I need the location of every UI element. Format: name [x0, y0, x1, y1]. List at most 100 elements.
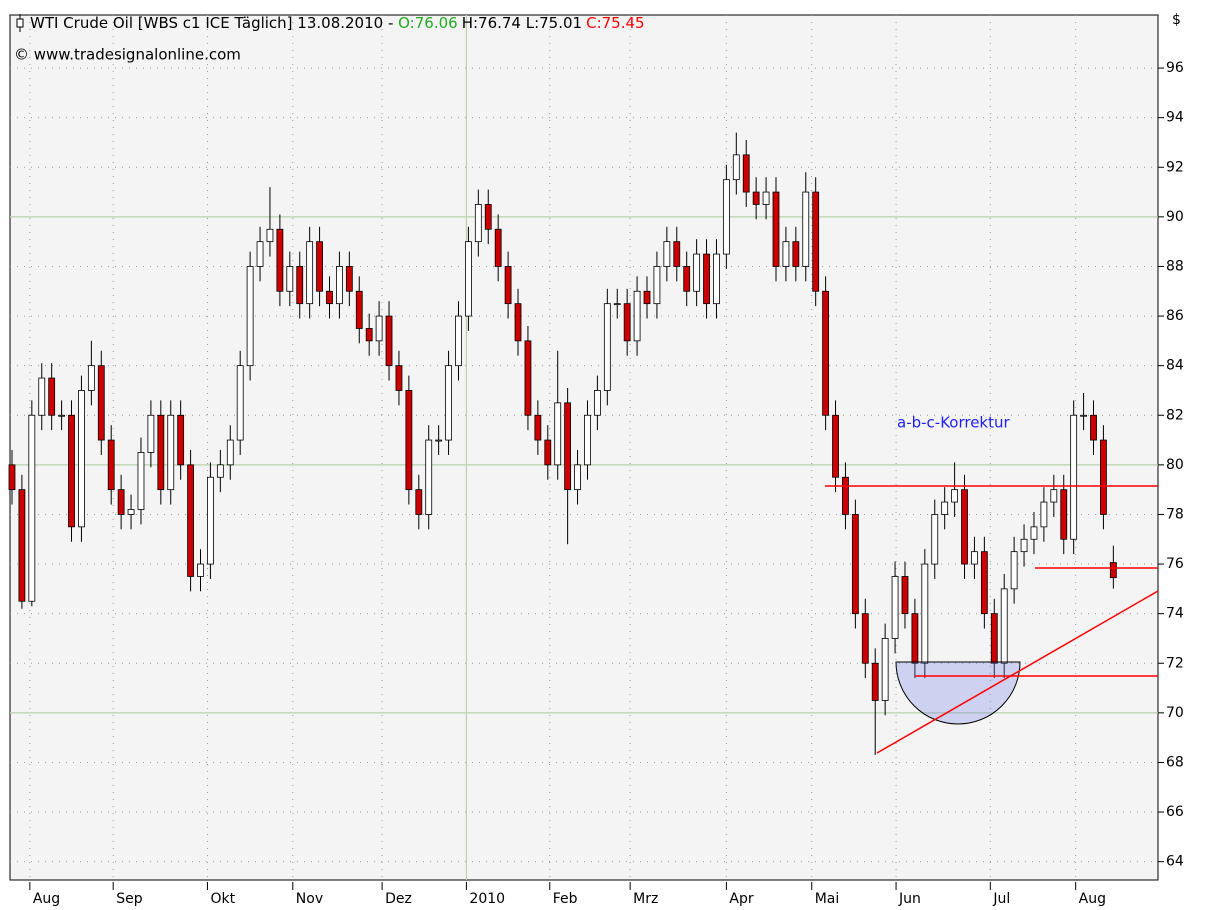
candle-body — [256, 241, 264, 267]
candle-body — [941, 501, 949, 515]
axes: 64 66 68 70 72 74 76 78 80 82 84 86 88 90 92 94 96 Aug Sep… — [29, 60, 1184, 907]
candle-body — [931, 514, 939, 565]
candle-body — [851, 514, 859, 615]
header: WTI Crude Oil [WBS c1 ICE Täglich] 13.08… — [14, 14, 645, 64]
candle-body — [326, 290, 333, 305]
y-tick-label: 88 — [1166, 258, 1184, 274]
candle-body — [722, 179, 730, 255]
candle-body — [951, 489, 958, 503]
title-text: WTI Crude Oil [WBS c1 ICE Täglich] 13.08… — [30, 14, 398, 32]
candle-body — [643, 290, 651, 305]
candle-body — [663, 241, 671, 267]
candle-body — [137, 452, 145, 510]
candle-body — [415, 489, 423, 515]
candle-body — [980, 551, 988, 615]
y-axis-label: $ — [1172, 12, 1181, 28]
candle-body — [127, 509, 135, 515]
candle-body — [306, 241, 314, 305]
y-tick-label: 76 — [1166, 556, 1184, 572]
quote-open: O:76.06 — [398, 14, 458, 32]
candle-body — [355, 290, 363, 329]
y-tick-label: 68 — [1166, 754, 1184, 770]
y-tick-label: 64 — [1166, 854, 1184, 870]
candle-body — [673, 241, 681, 267]
candle-body — [653, 266, 661, 305]
candle-body — [445, 365, 452, 441]
candle-body — [286, 266, 294, 292]
candle-body — [375, 315, 383, 342]
candle-body — [762, 191, 770, 205]
candle-body — [177, 414, 185, 466]
candle-body — [48, 377, 56, 416]
candle-body — [455, 315, 462, 367]
subtitle: © www.tradesignalonline.com — [14, 46, 241, 64]
candle-body — [68, 414, 75, 528]
candle-body — [435, 439, 443, 442]
candle-body — [921, 563, 929, 664]
y-tick-label: 72 — [1166, 655, 1184, 671]
x-tick-label: Apr — [729, 891, 753, 907]
title: WTI Crude Oil [WBS c1 ICE Täglich] 13.08… — [30, 14, 645, 32]
candle-body — [603, 303, 611, 391]
x-tick-label: Aug — [1079, 891, 1106, 907]
x-tick-label: Nov — [296, 891, 323, 907]
candle-body — [613, 303, 621, 306]
candle-body — [1020, 538, 1028, 553]
y-tick-label: 84 — [1166, 358, 1184, 374]
candle-body — [633, 290, 641, 342]
candle-body — [58, 414, 65, 417]
candle-body — [504, 266, 512, 305]
candle-body — [554, 402, 562, 466]
quote-close: C:75.45 — [586, 14, 644, 32]
candle-body — [336, 266, 343, 305]
candle-body — [78, 390, 85, 528]
x-tick-label: Mai — [815, 891, 840, 907]
candle-body — [484, 204, 492, 230]
candle-body — [316, 241, 323, 292]
candle-body — [881, 638, 889, 701]
candle-body — [782, 241, 790, 267]
x-tick-label: 2010 — [469, 891, 505, 907]
icon — [16, 18, 24, 28]
candle-body — [18, 489, 26, 602]
candle-body — [772, 191, 780, 267]
x-tick-label: Mrz — [633, 891, 658, 907]
candle-body — [157, 414, 165, 491]
candles — [8, 132, 1117, 756]
candle-body — [911, 613, 919, 664]
candle-body — [246, 266, 254, 367]
candle-body — [584, 414, 591, 466]
candle-body — [405, 390, 413, 491]
candle-body — [623, 303, 631, 342]
candle-body — [87, 365, 95, 391]
candle-body — [1109, 562, 1117, 579]
quote-high-low: H:76.74 L:75.01 — [462, 14, 582, 32]
candle-body — [1030, 526, 1038, 540]
candle-body — [742, 154, 750, 193]
y-tick-label: 92 — [1166, 159, 1184, 175]
candle-body — [395, 365, 403, 391]
candle-body — [990, 613, 998, 664]
candle-body — [187, 464, 194, 577]
annotation: a-b-c-Korrektur — [897, 414, 1011, 432]
candle-body — [28, 414, 36, 602]
candle-body — [534, 414, 542, 441]
candle-body — [107, 439, 115, 491]
candle-body — [266, 228, 274, 243]
x-tick-label: Feb — [553, 891, 578, 907]
candle-body — [8, 464, 16, 491]
x-tick-label: Jun — [898, 891, 921, 907]
candle-body — [474, 204, 482, 243]
y-tick-label: 94 — [1166, 110, 1184, 126]
candle-body — [1080, 414, 1087, 417]
y-tick-label: 74 — [1166, 606, 1184, 622]
candle-body — [574, 464, 581, 491]
candle-body — [752, 191, 760, 205]
x-tick-label: Dez — [385, 891, 412, 907]
candle-body — [385, 315, 393, 367]
candle-body — [216, 464, 224, 478]
y-tick-label: 90 — [1166, 209, 1184, 225]
candle-body — [901, 576, 909, 615]
candle-body — [494, 228, 502, 267]
candle-body — [683, 266, 691, 292]
